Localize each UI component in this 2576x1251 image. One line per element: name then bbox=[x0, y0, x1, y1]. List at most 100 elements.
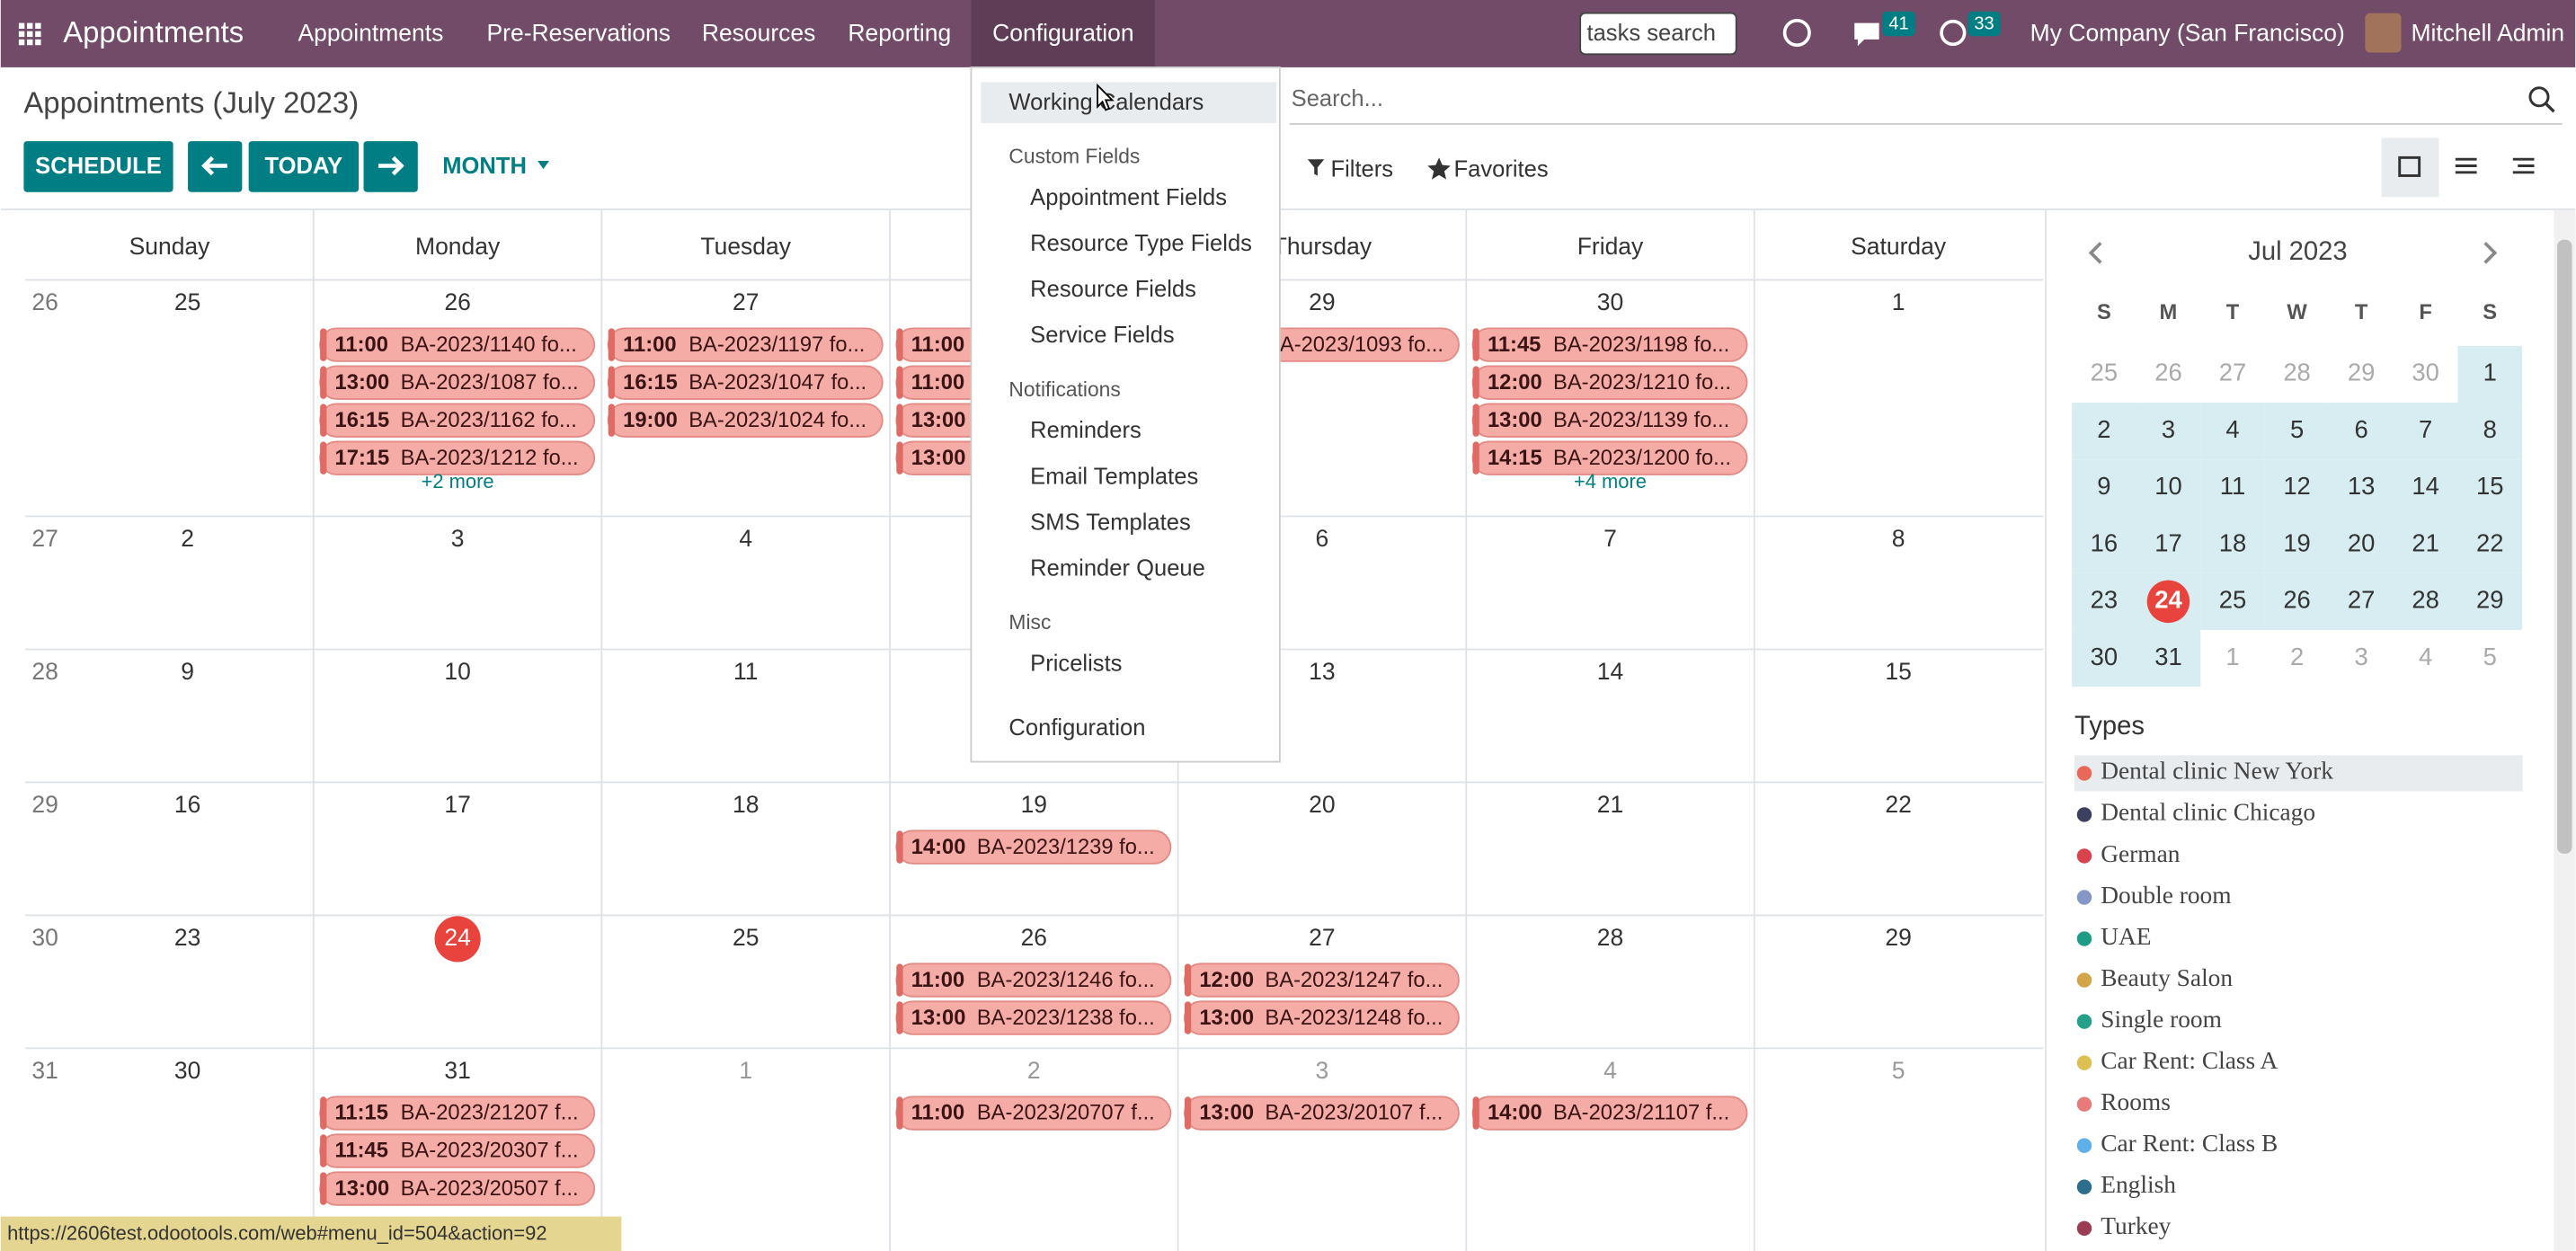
day-number[interactable]: 26 bbox=[1021, 924, 1047, 951]
mini-day[interactable]: 29 bbox=[2476, 586, 2503, 614]
day-number[interactable]: 19 bbox=[1021, 791, 1047, 818]
mini-day[interactable]: 30 bbox=[2091, 643, 2118, 670]
mini-day[interactable]: 6 bbox=[2355, 415, 2368, 443]
day-number[interactable]: 11 bbox=[733, 658, 758, 685]
type-name[interactable]: Dental clinic Chicago bbox=[2101, 799, 2315, 826]
event[interactable]: 11:45 BA-2023/20307 f... bbox=[319, 1133, 596, 1168]
event[interactable]: 17:15 BA-2023/1212 fo... bbox=[319, 440, 596, 475]
today-button[interactable] bbox=[248, 141, 360, 192]
dropdown-item[interactable]: Configuration bbox=[1008, 715, 1145, 741]
dropdown-item[interactable]: Email Templates bbox=[1030, 464, 1198, 489]
nav-menu-item[interactable]: Configuration bbox=[992, 19, 1133, 46]
company-name[interactable]: My Company (San Francisco) bbox=[2030, 19, 2345, 46]
event[interactable]: 16:15 BA-2023/1047 fo... bbox=[607, 365, 884, 400]
mini-day[interactable]: 27 bbox=[2219, 359, 2246, 386]
mini-prev[interactable] bbox=[2088, 242, 2102, 264]
event[interactable]: 11:00 BA-2023/1140 fo... bbox=[319, 327, 596, 362]
event[interactable]: 11:45 BA-2023/1198 fo... bbox=[1471, 327, 1748, 362]
day-number[interactable]: 2 bbox=[181, 525, 194, 552]
search-input[interactable] bbox=[1579, 12, 1737, 56]
event[interactable]: 14:00 BA-2023/1239 fo... bbox=[895, 830, 1172, 865]
day-number[interactable]: 13 bbox=[1309, 658, 1335, 685]
day-number[interactable]: 20 bbox=[1309, 791, 1335, 818]
mini-day[interactable]: 7 bbox=[2419, 415, 2432, 443]
mini-next[interactable] bbox=[2483, 242, 2498, 264]
day-number[interactable]: 25 bbox=[733, 924, 759, 951]
day-number[interactable]: 4 bbox=[1603, 1057, 1617, 1084]
dropdown-item[interactable]: Pricelists bbox=[1030, 652, 1122, 677]
event[interactable]: 13:00 BA-2023/1139 fo... bbox=[1471, 403, 1748, 438]
day-number[interactable]: 15 bbox=[1885, 658, 1911, 685]
day-number[interactable]: 21 bbox=[1597, 791, 1623, 818]
dropdown-item[interactable]: Reminder Queue bbox=[1030, 556, 1205, 581]
event[interactable]: 16:15 BA-2023/1162 fo... bbox=[319, 403, 596, 438]
day-number[interactable]: 30 bbox=[1597, 288, 1623, 315]
day-number[interactable]: 10 bbox=[444, 658, 470, 685]
event[interactable]: 11:00 BA-2023/20707 f... bbox=[895, 1096, 1172, 1131]
mini-day[interactable]: 4 bbox=[2225, 415, 2239, 443]
event[interactable]: 13:00 BA-2023/1238 fo... bbox=[895, 1000, 1172, 1035]
mini-day[interactable]: 18 bbox=[2219, 528, 2246, 556]
day-number[interactable]: 8 bbox=[1892, 525, 1905, 552]
event[interactable]: 12:00 BA-2023/1210 fo... bbox=[1471, 365, 1748, 400]
mini-day[interactable]: 30 bbox=[2412, 359, 2438, 386]
event[interactable]: 13:00 BA-2023/1248 fo... bbox=[1184, 1000, 1460, 1035]
day-number[interactable]: 3 bbox=[1316, 1057, 1329, 1084]
type-name[interactable]: Rooms bbox=[2101, 1088, 2171, 1115]
activity-icon[interactable] bbox=[1940, 19, 1967, 47]
avatar[interactable] bbox=[2365, 13, 2402, 53]
discuss-icon[interactable] bbox=[1782, 19, 1811, 48]
mini-day[interactable]: 10 bbox=[2154, 472, 2181, 500]
list-view-icon[interactable] bbox=[2455, 157, 2477, 174]
mini-day[interactable]: 19 bbox=[2283, 528, 2310, 556]
mini-day[interactable]: 26 bbox=[2283, 586, 2310, 614]
mini-day[interactable]: 12 bbox=[2283, 472, 2310, 500]
mini-day[interactable]: 26 bbox=[2154, 359, 2181, 386]
schedule-button[interactable] bbox=[23, 141, 173, 192]
day-number[interactable]: 23 bbox=[174, 924, 200, 951]
day-number[interactable]: 30 bbox=[174, 1057, 200, 1084]
day-number[interactable]: 7 bbox=[1603, 525, 1617, 552]
day-number[interactable]: 18 bbox=[733, 791, 759, 818]
day-number[interactable]: 5 bbox=[1892, 1057, 1905, 1084]
nav-menu-item[interactable]: Resources bbox=[702, 19, 816, 46]
day-number[interactable]: 27 bbox=[733, 288, 759, 315]
day-number[interactable]: 1 bbox=[1892, 288, 1905, 315]
day-number[interactable]: 6 bbox=[1316, 525, 1329, 552]
event[interactable]: 14:15 BA-2023/1200 fo... bbox=[1471, 440, 1748, 475]
day-number[interactable]: 2 bbox=[1027, 1057, 1041, 1084]
day-number[interactable]: 27 bbox=[1309, 924, 1335, 951]
type-name[interactable]: Double room bbox=[2101, 882, 2231, 909]
search-icon[interactable] bbox=[2528, 86, 2550, 108]
event[interactable]: 11:00 BA-2023/1246 fo... bbox=[895, 963, 1172, 998]
day-number[interactable]: 1 bbox=[739, 1057, 752, 1084]
more-link[interactable]: +2 more bbox=[422, 470, 494, 492]
day-number[interactable]: 9 bbox=[181, 658, 194, 685]
mini-day[interactable]: 27 bbox=[2348, 586, 2375, 614]
more-link[interactable]: +4 more bbox=[1574, 470, 1647, 492]
type-name[interactable]: German bbox=[2101, 840, 2181, 867]
day-number[interactable]: 28 bbox=[1597, 924, 1623, 951]
day-number[interactable]: 16 bbox=[174, 791, 200, 818]
mini-day[interactable]: 31 bbox=[2154, 643, 2181, 670]
day-number[interactable]: 31 bbox=[444, 1057, 470, 1084]
mini-day[interactable]: 13 bbox=[2348, 472, 2375, 500]
mini-day[interactable]: 15 bbox=[2476, 472, 2503, 500]
mini-day[interactable]: 25 bbox=[2091, 359, 2118, 386]
dropdown-item[interactable]: Appointment Fields bbox=[1030, 185, 1227, 210]
type-name[interactable]: Turkey bbox=[2101, 1212, 2171, 1239]
day-number[interactable]: 4 bbox=[739, 525, 752, 552]
mini-day[interactable]: 1 bbox=[2225, 643, 2239, 670]
dropdown-item[interactable]: Service Fields bbox=[1030, 323, 1175, 348]
type-name[interactable]: UAE bbox=[2101, 923, 2151, 950]
event[interactable]: 11:15 BA-2023/21207 f... bbox=[319, 1096, 596, 1131]
mini-day[interactable]: 20 bbox=[2348, 528, 2375, 556]
calendar-view-icon[interactable] bbox=[2398, 155, 2421, 177]
mini-day[interactable]: 25 bbox=[2219, 586, 2246, 614]
type-name[interactable]: Single room bbox=[2101, 1006, 2222, 1033]
nav-menu-item[interactable]: Pre-Reservations bbox=[487, 19, 671, 46]
day-number[interactable]: 22 bbox=[1885, 791, 1911, 818]
mini-day[interactable]: 9 bbox=[2097, 472, 2110, 500]
mini-day[interactable]: 11 bbox=[2220, 472, 2245, 500]
mini-day[interactable]: 3 bbox=[2162, 415, 2175, 443]
